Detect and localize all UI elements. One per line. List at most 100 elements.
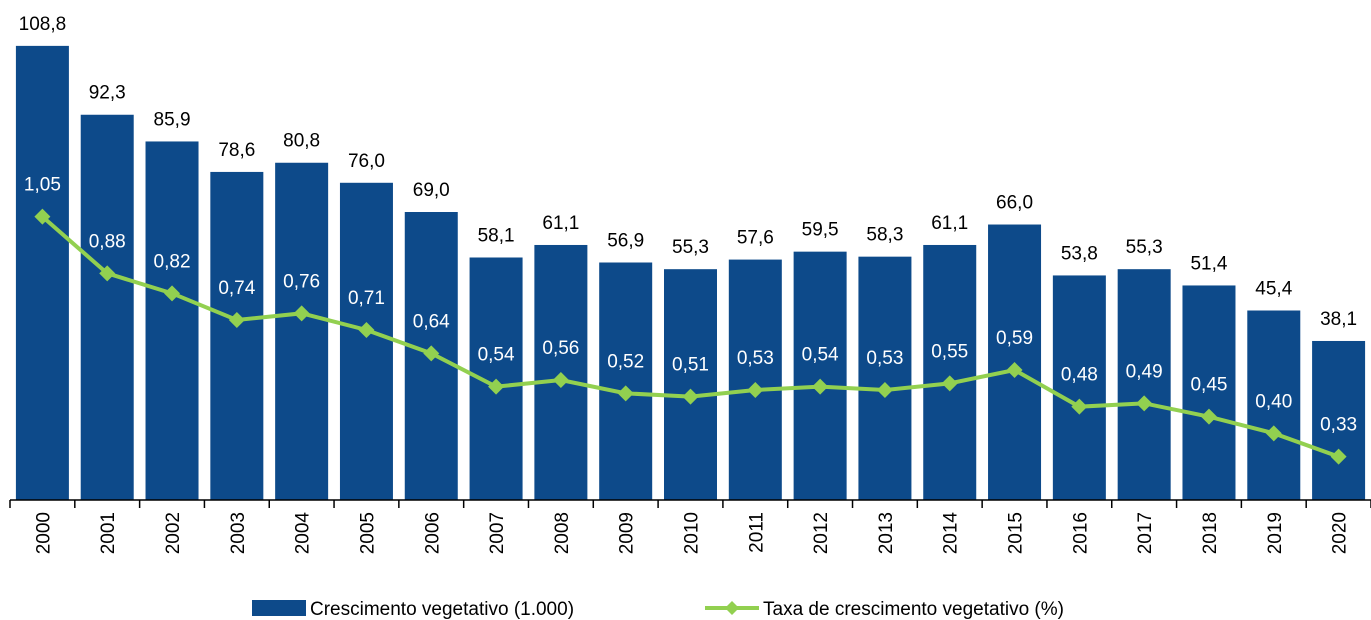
bar-value-label: 55,3 (1126, 237, 1163, 258)
bar (15, 45, 69, 500)
x-tick-label: 2014 (941, 512, 962, 555)
bar (1117, 269, 1171, 500)
line-value-label: 0,54 (802, 345, 839, 366)
x-tick-label: 2018 (1200, 512, 1221, 554)
line-marker (423, 345, 440, 362)
line-value-label: 0,88 (89, 231, 126, 252)
bar-value-label: 58,3 (866, 225, 903, 246)
line-marker (747, 382, 764, 398)
line-marker (34, 208, 51, 225)
x-tick-label: 2005 (357, 512, 378, 554)
bar-value-label: 92,3 (89, 83, 126, 104)
line-value-label: 0,53 (866, 348, 903, 369)
line-marker (488, 378, 505, 395)
line-value-label: 0,59 (996, 328, 1033, 349)
line-value-label: 0,71 (348, 288, 385, 309)
line-value-label: 0,45 (1190, 375, 1227, 396)
line-value-label: 0,33 (1320, 415, 1357, 436)
bar-value-label: 85,9 (154, 109, 191, 130)
x-tick-label: 2010 (682, 512, 703, 554)
bar-value-label: 80,8 (283, 131, 320, 152)
line-value-label: 0,49 (1126, 361, 1163, 382)
bar-value-label: 69,0 (413, 180, 450, 201)
bar-value-label: 76,0 (348, 151, 385, 172)
x-tick-label: 2002 (163, 512, 184, 554)
line-marker (228, 312, 245, 328)
line-marker (293, 305, 310, 322)
line-marker (164, 285, 181, 302)
line-marker (941, 375, 958, 392)
line-marker (358, 322, 375, 338)
line-marker (876, 382, 893, 398)
bar (275, 162, 329, 500)
line-value-label: 0,64 (413, 311, 450, 332)
bar (664, 269, 717, 500)
line-marker (1006, 362, 1023, 378)
bar-value-label: 57,6 (737, 228, 774, 249)
legend-label: Crescimento vegetativo (1.000) (310, 599, 574, 620)
line-marker (1136, 395, 1153, 412)
line-marker (1330, 448, 1347, 465)
bar (923, 244, 977, 500)
x-tick-label: 2013 (876, 512, 897, 554)
x-tick-label: 2011 (746, 512, 767, 553)
line-value-label: 0,55 (931, 341, 968, 362)
bar (1052, 275, 1106, 500)
bar (1247, 310, 1301, 500)
legend-label: Taxa de crescimento vegetativo (%) (763, 599, 1064, 620)
line-value-label: 0,52 (607, 351, 644, 372)
bar (210, 171, 264, 501)
x-tick-label: 2008 (552, 512, 573, 554)
x-tick-label: 2020 (1330, 512, 1351, 554)
line-value-label: 0,53 (737, 348, 774, 369)
line-value-label: 0,56 (542, 338, 579, 359)
line-value-label: 0,40 (1255, 391, 1292, 412)
x-tick-label: 2012 (811, 512, 832, 554)
x-tick-label: 2000 (33, 512, 54, 554)
bar-value-label: 55,3 (672, 237, 709, 258)
bar (793, 251, 847, 500)
bar-value-label: 78,6 (218, 140, 255, 161)
bar-value-label: 53,8 (1061, 243, 1098, 264)
bar (1312, 340, 1366, 500)
x-tick-label: 2009 (617, 512, 638, 554)
bar-value-label: 108,8 (19, 14, 67, 35)
bar-value-label: 58,1 (478, 225, 515, 246)
line-value-label: 0,51 (672, 355, 709, 376)
line-value-label: 0,76 (283, 271, 320, 292)
bar-value-label: 61,1 (931, 213, 968, 234)
bar (728, 259, 782, 500)
x-tick-label: 2003 (228, 512, 249, 554)
x-tick-label: 2001 (98, 512, 119, 554)
line-value-label: 0,48 (1061, 365, 1098, 386)
bar-value-label: 66,0 (996, 193, 1033, 214)
bar-value-label: 38,1 (1320, 309, 1357, 330)
bar-value-label: 45,4 (1255, 279, 1292, 300)
x-tick-label: 2006 (422, 512, 443, 554)
bar (599, 262, 653, 500)
bar (858, 256, 912, 500)
bar-value-label: 59,5 (802, 220, 839, 241)
x-tick-label: 2019 (1265, 512, 1286, 554)
line-value-label: 0,82 (154, 251, 191, 272)
x-tick-label: 2007 (487, 512, 508, 554)
x-tick-label: 2015 (1006, 512, 1027, 554)
legend-marker (725, 601, 739, 615)
line-marker (99, 265, 116, 282)
bar (80, 114, 134, 500)
line-marker (682, 388, 699, 405)
line-value-label: 0,74 (218, 278, 255, 299)
line-marker (552, 372, 569, 388)
bar (145, 141, 199, 500)
bar (339, 182, 393, 501)
bar-value-label: 51,4 (1190, 253, 1227, 274)
legend-swatch (252, 600, 306, 616)
bar (1182, 285, 1236, 500)
line-value-label: 1,05 (24, 175, 61, 196)
x-tick-label: 2016 (1070, 512, 1091, 554)
bar-value-label: 61,1 (542, 213, 579, 234)
line-marker (812, 378, 829, 395)
line-marker (1265, 425, 1282, 442)
line-value-label: 0,54 (478, 345, 515, 366)
